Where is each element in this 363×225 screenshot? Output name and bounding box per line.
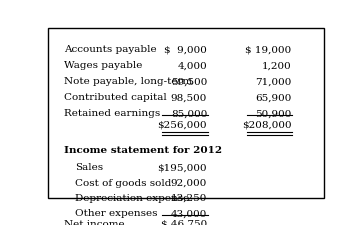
Text: $208,000: $208,000 xyxy=(242,120,291,129)
Text: 92,000: 92,000 xyxy=(171,178,207,187)
Text: $ 46,750: $ 46,750 xyxy=(161,219,207,225)
Text: 59,500: 59,500 xyxy=(171,77,207,86)
Text: Cost of goods sold: Cost of goods sold xyxy=(75,178,171,187)
Text: Retained earnings: Retained earnings xyxy=(64,109,160,118)
Text: 50,900: 50,900 xyxy=(255,109,291,118)
Text: Other expenses: Other expenses xyxy=(75,208,158,217)
Text: 1,200: 1,200 xyxy=(262,61,291,70)
Text: $ 19,000: $ 19,000 xyxy=(245,45,291,54)
Text: 43,000: 43,000 xyxy=(171,208,207,217)
Text: Sales: Sales xyxy=(75,163,103,172)
FancyBboxPatch shape xyxy=(48,29,324,198)
Text: Note payable, long-term: Note payable, long-term xyxy=(64,77,192,86)
Text: Wages payable: Wages payable xyxy=(64,61,142,70)
Text: $195,000: $195,000 xyxy=(158,163,207,172)
Text: 4,000: 4,000 xyxy=(178,61,207,70)
Text: $256,000: $256,000 xyxy=(158,120,207,129)
Text: Depreciation expense: Depreciation expense xyxy=(75,193,189,202)
Text: Accounts payable: Accounts payable xyxy=(64,45,156,54)
Text: 98,500: 98,500 xyxy=(171,93,207,102)
Text: 85,000: 85,000 xyxy=(171,109,207,118)
Text: Income statement for 2012: Income statement for 2012 xyxy=(64,145,222,154)
Text: 65,900: 65,900 xyxy=(255,93,291,102)
Text: 71,000: 71,000 xyxy=(255,77,291,86)
Text: Net income: Net income xyxy=(64,219,124,225)
Text: $  9,000: $ 9,000 xyxy=(164,45,207,54)
Text: 13,250: 13,250 xyxy=(171,193,207,202)
Text: Contributed capital: Contributed capital xyxy=(64,93,166,102)
